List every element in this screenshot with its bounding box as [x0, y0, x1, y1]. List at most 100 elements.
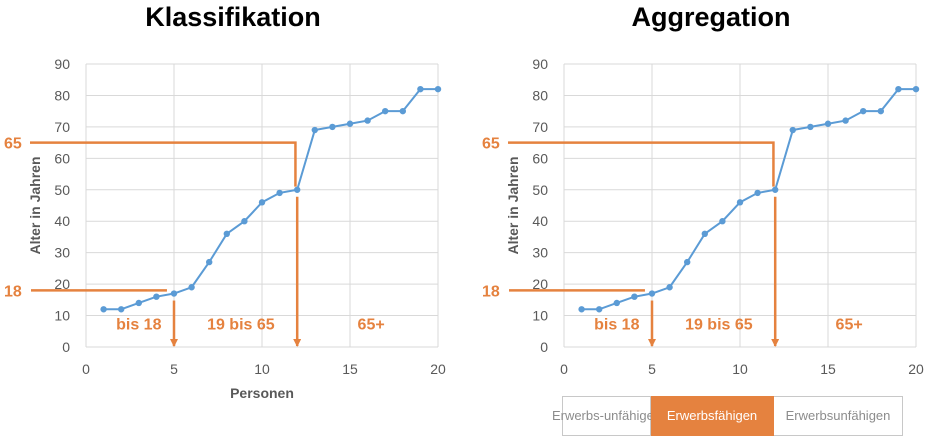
data-point: [684, 258, 691, 266]
chart-plot: 0 10 20 30 40 50 60 70 80 90 0 5 10 15 20 Alter in Jahr…: [482, 56, 924, 377]
x-tick-label: 0: [560, 361, 568, 377]
y-tick-label: 40: [54, 213, 70, 229]
range-label: 65+: [358, 317, 385, 334]
legend-item-erwerbsunfaehigen-short[interactable]: Erwerbs-unfähigen: [552, 396, 661, 436]
data-point: [631, 293, 638, 300]
y-tick-label: 50: [532, 182, 548, 198]
x-tick-label: 15: [342, 361, 358, 377]
x-tick-label: 20: [908, 361, 924, 377]
range-label: bis 18: [594, 317, 639, 334]
data-point: [417, 85, 424, 93]
threshold-label-18: 18: [482, 283, 500, 300]
legend-item-erwerbsunfaehigen[interactable]: Erwerbsunfähigen: [774, 396, 903, 436]
data-point: [434, 85, 442, 93]
data-point: [578, 306, 585, 313]
data-point: [223, 230, 230, 237]
y-tick-label: 80: [532, 87, 548, 103]
data-point: [666, 284, 673, 291]
data-point: [877, 107, 884, 115]
y-tick-label: 90: [532, 56, 548, 72]
data-point: [329, 123, 336, 131]
data-point: [613, 299, 620, 307]
y-tick-label: 10: [54, 308, 70, 324]
y-tick-label: 90: [54, 56, 70, 72]
data-point: [188, 284, 195, 291]
y-tick-label: 70: [54, 119, 70, 135]
data-point: [206, 258, 213, 266]
data-point: [258, 199, 266, 206]
y-tick-label: 20: [54, 276, 70, 292]
y-tick-label: 30: [532, 245, 548, 261]
category-legend: Erwerbs-unfähigen Erwerbsfähigen Erwerbs…: [552, 396, 903, 436]
data-point: [596, 306, 603, 313]
series-line: [103, 88, 438, 311]
legend-label: Erwerbsunfähigen: [785, 408, 891, 423]
data-point: [382, 107, 389, 115]
threshold-line-65: [30, 141, 297, 187]
data-point: [860, 107, 867, 115]
x-axis-title: Personen: [230, 385, 294, 401]
chart-title: Aggregation: [631, 2, 791, 32]
chart-klassifikation: Klassifikation 0 10 20 30 40 50 60 70 80 90 0 5 10 15…: [0, 0, 466, 410]
threshold-label-65: 65: [482, 136, 500, 153]
chart-aggregation: Aggregation 0 10 20 30 40 50 60 70 80 90 0 5 10 15 20 A…: [478, 0, 937, 410]
y-tick-label: 0: [62, 339, 70, 355]
legend-label: unfähigen: [603, 408, 662, 423]
data-point: [346, 120, 354, 127]
data-point: [276, 189, 283, 197]
range-label: 65+: [836, 317, 863, 334]
y-tick-label: 60: [532, 150, 548, 166]
y-tick-label: 80: [54, 87, 70, 103]
series-line: [581, 88, 916, 311]
data-point: [118, 306, 125, 313]
legend-label: Erwerbsfähigen: [666, 408, 758, 423]
data-point: [311, 126, 318, 134]
chart-title: Klassifikation: [145, 2, 321, 32]
y-tick-label: 20: [532, 276, 548, 292]
data-point: [824, 120, 832, 127]
data-point: [170, 290, 178, 297]
data-point: [807, 123, 814, 131]
y-axis-title: Alter in Jahren: [27, 156, 43, 254]
y-tick-label: 10: [532, 308, 548, 324]
x-tick-label: 10: [254, 361, 270, 377]
y-axis-title: Alter in Jahren: [505, 156, 521, 254]
range-label: 19 bis 65: [685, 317, 753, 334]
y-tick-label: 0: [540, 339, 548, 355]
data-point: [399, 107, 406, 115]
data-point: [364, 117, 371, 124]
data-point: [100, 306, 107, 313]
data-point: [842, 117, 849, 124]
y-tick-label: 70: [532, 119, 548, 135]
threshold-line-65: [508, 141, 775, 187]
x-tick-label: 5: [648, 361, 656, 377]
data-point: [912, 85, 920, 93]
legend-label: Erwerbs-: [551, 408, 604, 423]
data-point: [241, 218, 248, 225]
data-point: [789, 126, 796, 134]
data-point: [754, 189, 761, 197]
y-tick-label: 60: [54, 150, 70, 166]
threshold-label-18: 18: [4, 283, 22, 300]
y-tick-label: 50: [54, 182, 70, 198]
data-point: [701, 230, 708, 237]
data-point: [895, 85, 902, 93]
x-tick-label: 0: [82, 361, 90, 377]
x-tick-label: 20: [430, 361, 446, 377]
data-point: [294, 186, 301, 193]
chart-plot: 0 10 20 30 40 50 60 70 80 90 0 5 10 15 20 Alter in Jahr…: [4, 56, 446, 401]
x-tick-label: 5: [170, 361, 178, 377]
data-point: [736, 199, 744, 206]
data-point: [772, 186, 779, 193]
x-tick-label: 10: [732, 361, 748, 377]
data-point: [135, 299, 142, 307]
y-tick-label: 30: [54, 245, 70, 261]
data-point: [153, 293, 160, 300]
data-point: [648, 290, 656, 297]
threshold-label-65: 65: [4, 136, 22, 153]
legend-item-erwerbsfaehigen[interactable]: Erwerbsfähigen: [651, 396, 774, 436]
range-label: 19 bis 65: [207, 317, 275, 334]
x-tick-label: 15: [820, 361, 836, 377]
data-point: [719, 218, 726, 225]
range-label: bis 18: [116, 317, 161, 334]
